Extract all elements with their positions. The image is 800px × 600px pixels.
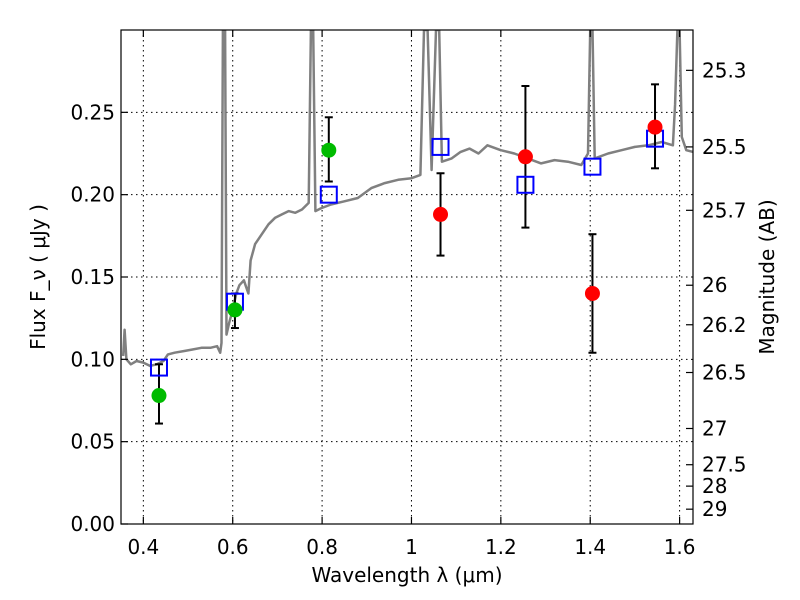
y-tick-label: 0.00 (70, 512, 115, 536)
model-square-marker (583, 157, 602, 176)
y-tick-label: 0.05 (70, 430, 115, 454)
x-tick-label: 1.6 (664, 535, 696, 559)
y-tick-label: 0.20 (70, 183, 115, 207)
model-square-marker (149, 358, 168, 377)
right-tick-label: 25.3 (702, 58, 747, 82)
right-tick-label: 26 (702, 273, 727, 297)
nir-data-point (517, 149, 533, 165)
y-axis-label-right: Magnitude (AB) (755, 199, 779, 354)
x-tick-label: 1.4 (574, 535, 606, 559)
right-tick-label: 26.5 (702, 361, 747, 385)
right-tick-label: 25.5 (702, 135, 747, 159)
right-tick-label: 28 (702, 474, 727, 498)
x-tick-label: 1 (405, 535, 418, 559)
photometry-layer (149, 83, 665, 425)
optical-data-point (321, 142, 337, 158)
x-axis-label: Wavelength λ (μm) (311, 563, 502, 587)
grid (121, 30, 693, 524)
x-tick-label: 0.8 (306, 535, 338, 559)
model-square-marker (431, 137, 450, 156)
model-square-marker (319, 185, 338, 204)
right-tick-label: 27.5 (702, 453, 747, 477)
right-tick-label: 26.2 (702, 313, 747, 337)
optical-data-point (151, 388, 167, 404)
x-tick-label: 0.4 (127, 535, 159, 559)
y-tick-label: 0.15 (70, 265, 115, 289)
axis-ticks: 0.4 0.6 0.8 1 1.2 1.4 1.6 0.00 0.05 0.10 0.15 0.20 0… (70, 30, 747, 559)
y-tick-label: 0.25 (70, 100, 115, 124)
y-axis-label-left: Flux F_ν ( μJy ) (26, 204, 50, 350)
optical-data-point (227, 302, 243, 318)
x-tick-label: 1.2 (485, 535, 517, 559)
nir-data-point (433, 206, 449, 222)
nir-data-point (647, 119, 663, 135)
y-tick-label: 0.10 (70, 347, 115, 371)
right-tick-label: 29 (702, 497, 727, 521)
x-tick-label: 0.6 (217, 535, 249, 559)
right-tick-label: 27 (702, 416, 727, 440)
right-tick-label: 25.7 (702, 198, 747, 222)
model-square-marker (516, 175, 535, 194)
nir-data-point (584, 285, 600, 301)
sed-model-line (121, 30, 693, 368)
sed-model-layer (121, 30, 693, 368)
